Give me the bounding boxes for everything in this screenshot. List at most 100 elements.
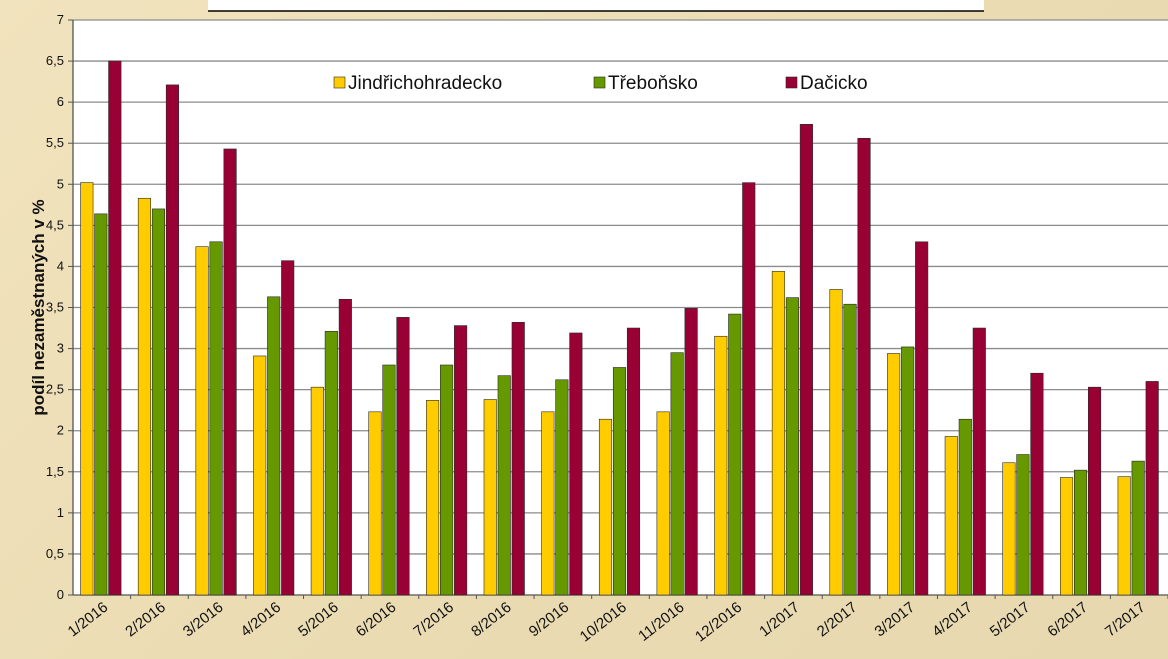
bar: [108, 60, 122, 596]
x-tick-label: 1/2016: [65, 599, 112, 641]
bar: [799, 124, 813, 596]
y-tick-label: 7: [57, 12, 64, 27]
x-tick-label: 10/2016: [577, 599, 630, 646]
x-tick-label: 5/2017: [987, 599, 1034, 641]
top-banner: [208, 0, 984, 11]
bar: [1117, 476, 1131, 596]
legend-label: Jindřichohradecko: [348, 73, 502, 94]
bar: [555, 379, 569, 596]
bar: [94, 213, 108, 596]
bar: [440, 364, 454, 596]
bar: [771, 271, 785, 596]
bar: [1131, 460, 1145, 596]
bar: [598, 418, 613, 596]
bar: [396, 317, 410, 596]
bar: [1145, 381, 1159, 596]
x-tick-label: 7/2017: [1102, 599, 1149, 641]
bar: [656, 411, 670, 596]
legend-label: Třeboňsko: [608, 73, 698, 94]
bar: [165, 84, 179, 596]
bar: [1030, 372, 1044, 596]
bar: [368, 411, 382, 596]
bar: [915, 241, 929, 596]
bar: [785, 297, 799, 596]
y-tick-label: 3,5: [46, 300, 64, 315]
bar: [338, 298, 352, 596]
y-tick-label: 5,5: [46, 135, 64, 150]
x-tick-label: 9/2016: [526, 599, 573, 641]
bar: [944, 436, 958, 596]
x-tick-label: 3/2017: [871, 599, 918, 641]
y-tick-label: 0: [57, 587, 64, 602]
y-tick-label: 2: [57, 423, 64, 438]
bar: [151, 208, 165, 596]
y-tick-label: 5: [57, 176, 64, 191]
bar: [137, 197, 151, 596]
bar: [857, 137, 871, 596]
bar: [1074, 469, 1088, 596]
y-tick-label: 2,5: [46, 382, 64, 397]
bar: [1088, 386, 1102, 596]
x-tick-label: 11/2016: [635, 599, 687, 645]
bar: [310, 386, 324, 596]
bar: [626, 327, 641, 596]
y-tick-label: 0,5: [46, 546, 64, 561]
x-tick-label: 1/2017: [756, 599, 803, 641]
y-tick-label: 6,5: [46, 53, 64, 68]
bar: [829, 289, 843, 596]
legend-label: Dačicko: [800, 73, 868, 94]
bar: [541, 411, 555, 596]
legend-swatch: [333, 76, 346, 89]
y-tick-label: 4: [57, 258, 64, 273]
bar: [253, 355, 267, 596]
bar: [426, 400, 440, 596]
bar: [972, 327, 986, 596]
x-tick-label: 4/2016: [238, 599, 285, 641]
y-axis-label: podíl nezaměstnaných v %: [29, 199, 48, 415]
bar: [209, 241, 223, 596]
y-tick-label: 1,5: [46, 464, 64, 479]
bar: [497, 375, 511, 596]
bar: [80, 182, 94, 596]
bar: [1002, 462, 1016, 596]
x-tick-label: 7/2016: [410, 599, 457, 641]
bar: [670, 352, 684, 596]
bar: [483, 399, 497, 596]
x-tick-label: 6/2016: [353, 599, 400, 641]
y-tick-label: 1: [57, 505, 64, 520]
bar: [324, 331, 338, 596]
bar: [887, 353, 901, 596]
x-tick-label: 3/2016: [180, 599, 227, 641]
x-tick-label: 4/2017: [929, 599, 976, 641]
bar: [684, 308, 698, 596]
bar: [195, 246, 209, 596]
bar: [511, 321, 525, 596]
bar: [569, 332, 583, 596]
bar: [958, 418, 972, 596]
y-tick-label: 4,5: [46, 217, 64, 232]
bar: [281, 260, 295, 596]
bar: [1016, 454, 1030, 596]
x-tick-label: 8/2016: [468, 599, 515, 641]
bar: [223, 148, 237, 596]
legend-swatch: [785, 76, 798, 89]
bar: [1060, 477, 1074, 596]
legend-swatch: [593, 76, 606, 89]
y-tick-label: 3: [57, 341, 64, 356]
bar: [742, 182, 756, 596]
bar: [843, 303, 857, 596]
y-tick-label: 6: [57, 94, 64, 109]
bar: [267, 296, 281, 596]
x-tick-label: 12/2016: [692, 599, 745, 646]
x-tick-label: 2/2016: [122, 599, 169, 641]
x-tick-label: 6/2017: [1044, 599, 1091, 641]
bar: [382, 364, 396, 596]
bar: [901, 346, 915, 596]
bar: [714, 335, 728, 596]
x-tick-label: 5/2016: [295, 599, 342, 641]
x-tick-label: 2/2017: [814, 599, 861, 641]
bar: [612, 367, 627, 596]
bar: [728, 313, 742, 596]
